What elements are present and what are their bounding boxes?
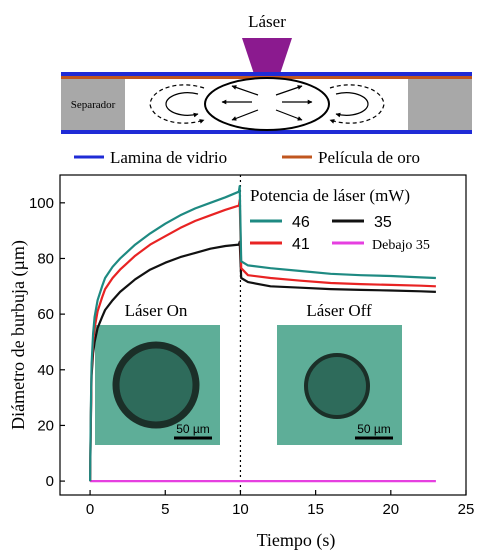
x-tick-label: 0	[86, 501, 94, 518]
y-tick-label: 80	[37, 250, 54, 267]
scale-label-laser-off: 50 µm	[357, 422, 391, 436]
bubble-outline	[204, 77, 330, 131]
laser-label: Láser	[248, 12, 286, 31]
x-axis-label: Tiempo (s)	[257, 530, 336, 551]
legend-label-glass: Lamina de vidrio	[110, 148, 227, 167]
plot-frame	[59, 174, 467, 496]
y-tick-label: 20	[37, 417, 54, 434]
laser-beam-icon	[242, 38, 292, 74]
scale-label-laser-on: 50 µm	[176, 422, 210, 436]
x-tick-label: 15	[307, 501, 324, 518]
series-line-46	[89, 185, 436, 482]
schematic-legend: Lamina de vidrio Película de oro	[74, 148, 420, 167]
x-tick-label: 20	[382, 501, 399, 518]
legend-label-46: 46	[292, 214, 310, 231]
y-tick-label: 60	[37, 306, 54, 323]
inset-label-laser-off: Láser Off	[306, 301, 372, 320]
convection-flow-left-icon	[149, 84, 205, 124]
legend-label-below-35: Debajo 35	[372, 238, 430, 253]
schematic: Láser Separador	[61, 12, 472, 167]
x-tick-label: 25	[458, 501, 475, 518]
legend-title: Potencia de láser (mW)	[250, 186, 410, 205]
convection-flow-right-icon	[329, 84, 385, 124]
series-lines	[89, 185, 436, 483]
chart-legend: Potencia de láser (mW) 46 35 41 Debajo 3…	[250, 186, 430, 253]
separator-label: Separador	[71, 99, 116, 111]
inset-laser-off: Láser Off 50 µm	[277, 301, 402, 445]
series-line-35	[89, 240, 436, 482]
separator-left	[61, 79, 125, 130]
legend-label-41: 41	[292, 236, 310, 253]
y-tick-label: 0	[46, 473, 54, 490]
x-tick-label: 10	[232, 501, 249, 518]
legend-label-gold: Película de oro	[318, 148, 420, 167]
y-tick-label: 40	[37, 362, 54, 379]
bubble-image-laser-on	[112, 341, 200, 429]
y-axis-label: Diámetro de burbuja (µm)	[8, 240, 29, 430]
bubble-image-laser-off	[304, 353, 370, 419]
inset-label-laser-on: Láser On	[125, 301, 188, 320]
axis-ticks: 0 5 10 15 20 25 0 20 40 60 80 100	[29, 195, 474, 518]
y-tick-label: 100	[29, 195, 54, 212]
legend-label-35: 35	[374, 214, 392, 231]
bottom-glass-slide	[61, 130, 472, 134]
top-glass-slide	[61, 72, 472, 76]
chart: 0 5 10 15 20 25 0 20 40 60 80 100 Láser On 50 µm Lá…	[8, 174, 474, 551]
inset-laser-on: Láser On 50 µm	[95, 301, 220, 445]
separator-right	[408, 79, 472, 130]
series-line-41	[89, 198, 436, 482]
bubble-expansion-arrows	[221, 85, 313, 121]
x-tick-label: 5	[161, 501, 169, 518]
